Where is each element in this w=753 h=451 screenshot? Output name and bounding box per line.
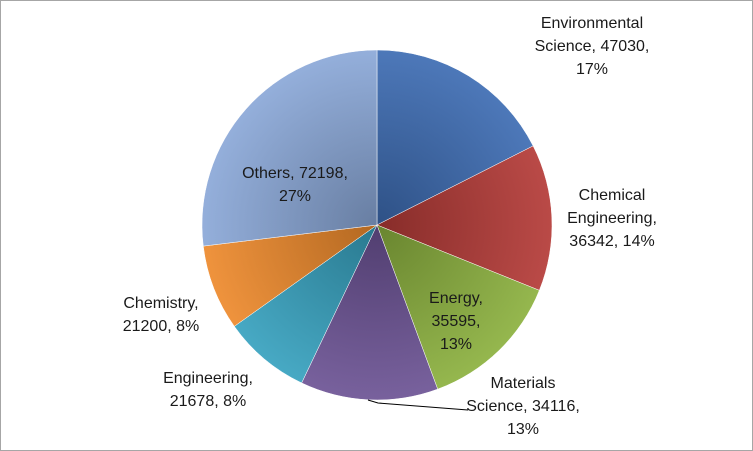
data-label-others: Others, 72198, 27% xyxy=(242,165,348,205)
data-label-line: 13% xyxy=(507,421,539,438)
data-label-line: 13% xyxy=(440,336,472,353)
data-label-line: 36342, 14% xyxy=(569,233,654,250)
data-label-line: Materials xyxy=(491,375,556,392)
pie-slice-environmental-science xyxy=(376,49,534,226)
data-label-line: Engineering, xyxy=(567,210,657,227)
data-label-line: Chemical xyxy=(579,187,646,204)
data-label-line: 27% xyxy=(279,188,311,205)
data-label-line: 21200, 8% xyxy=(123,318,200,335)
data-label-line: Engineering, xyxy=(163,370,253,387)
data-label-line: Chemistry, xyxy=(123,295,198,312)
data-label-line: Energy, xyxy=(429,290,483,307)
pie-slice-materials-science xyxy=(301,224,439,401)
pie-slice-energy xyxy=(376,224,540,390)
data-label-energy: Energy, 35595, 13% xyxy=(429,290,483,353)
data-label-line: Science, 34116, xyxy=(466,398,580,415)
pie-slice-engineering xyxy=(233,224,378,384)
data-label-line: Science, 47030, xyxy=(535,38,650,55)
pie-slice-others xyxy=(201,49,378,247)
data-label-line: 35595, xyxy=(432,313,481,330)
data-label-line: 17% xyxy=(576,61,608,78)
data-label-materials-science: Materials Science, 34116, 13% xyxy=(466,375,580,438)
data-label-chemistry: Chemistry, 21200, 8% xyxy=(123,295,200,335)
data-label-line: 21678, 8% xyxy=(170,393,247,410)
pie-slice-chemical-engineering xyxy=(376,145,553,291)
data-label-line: Others, 72198, xyxy=(242,165,348,182)
data-label-chemical-engineering: Chemical Engineering, 36342, 14% xyxy=(567,187,657,250)
data-label-line: Environmental xyxy=(541,15,643,32)
data-label-environmental-science: Environmental Science, 47030, 17% xyxy=(535,15,650,78)
data-label-engineering: Engineering, 21678, 8% xyxy=(163,370,253,410)
leader-line xyxy=(367,399,469,411)
